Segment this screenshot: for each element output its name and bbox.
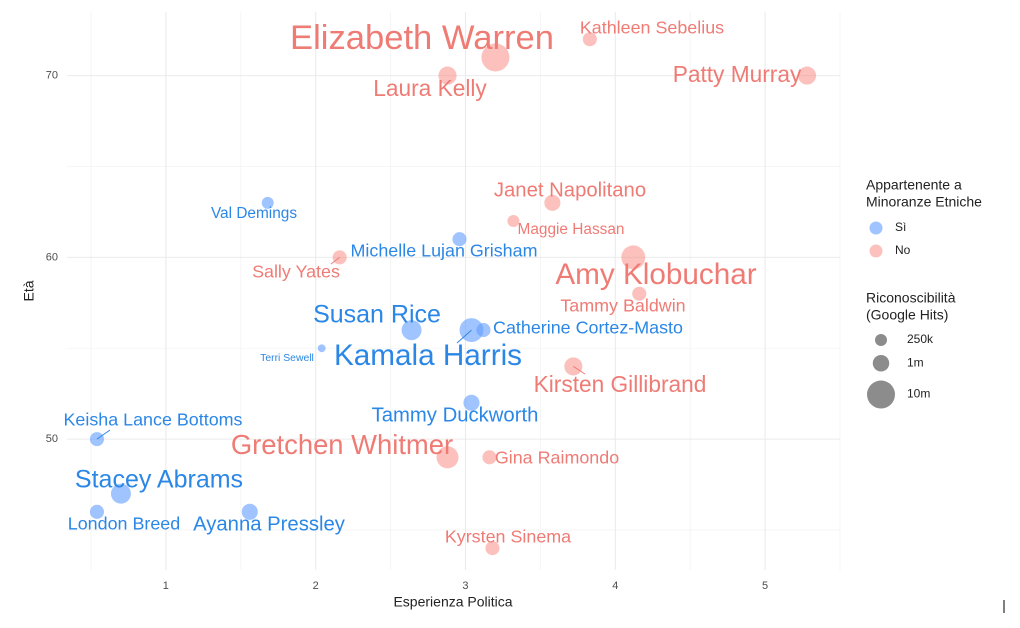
legend-title: Appartenente a [866, 177, 962, 193]
point-label: Amy Klobuchar [555, 258, 756, 291]
point [261, 196, 274, 209]
size-legend-swatch [875, 334, 887, 346]
point [797, 66, 817, 85]
point [438, 66, 457, 85]
point-label: London Breed [68, 514, 180, 534]
x-tick-label: 5 [762, 580, 768, 592]
point-label: Patty Murray [673, 61, 802, 87]
point-label: Ayanna Pressley [193, 513, 346, 535]
legend-label: Sì [895, 220, 906, 234]
x-tick-label: 4 [612, 580, 618, 592]
point-label: Stacey Abrams [75, 466, 243, 494]
point [621, 245, 646, 270]
x-tick-label: 1 [163, 580, 169, 592]
point [452, 232, 467, 247]
leader-line [96, 429, 111, 440]
legend-title: (Google Hits) [866, 307, 948, 323]
size-legend-label: 1m [907, 355, 924, 369]
point-label: Kamala Harris [334, 339, 522, 372]
point-label: Michelle Lujan Grisham [351, 241, 538, 261]
point-label: Tammy Duckworth [372, 404, 539, 426]
x-tick-label: 3 [462, 580, 468, 592]
point [436, 446, 459, 469]
point-label: Susan Rice [313, 301, 441, 329]
point-label: Catherine Cortez-Masto [493, 318, 683, 338]
point [507, 215, 520, 228]
legend-label: No [895, 243, 911, 257]
point [401, 320, 422, 341]
size-legend-label: 250k [907, 332, 934, 346]
point [89, 504, 104, 519]
legend-swatch [869, 221, 883, 235]
y-tick-label: 60 [46, 251, 58, 263]
point-label: Kathleen Sebelius [580, 18, 724, 38]
point [317, 344, 326, 353]
point [632, 286, 647, 301]
leader-line [456, 329, 472, 344]
y-axis-title: Età [21, 280, 37, 301]
size-legend-swatch [866, 380, 896, 409]
point-label: Maggie Hassan [518, 221, 625, 238]
point [241, 503, 258, 520]
point-label: Tammy Baldwin [560, 296, 685, 316]
legend-title: Minoranze Etniche [866, 194, 982, 210]
y-tick-label: 70 [46, 70, 58, 82]
legend-title: Riconoscibilità [866, 290, 956, 306]
point-label: Kirsten Gillibrand [534, 371, 707, 397]
point-label: Keisha Lance Bottoms [63, 410, 242, 430]
point-label: Janet Napolitano [494, 179, 646, 201]
leader-line [573, 366, 586, 375]
point [544, 194, 561, 211]
point-label: Val Demings [211, 205, 297, 222]
point-label: Gina Raimondo [495, 448, 619, 468]
point-label: Laura Kelly [373, 75, 487, 101]
point [564, 357, 583, 376]
leader-line [330, 256, 340, 265]
point [476, 323, 491, 338]
size-legend-swatch [872, 355, 890, 372]
point [481, 43, 510, 72]
legend-swatch [869, 244, 883, 258]
point [485, 541, 500, 556]
size-legend-label: 10m [907, 387, 930, 401]
point [463, 394, 480, 411]
point [582, 32, 597, 47]
point-label: Sally Yates [252, 262, 340, 282]
x-tick-label: 2 [313, 580, 319, 592]
point-label: Terri Sewell [260, 353, 314, 364]
point [110, 483, 131, 504]
point-label: Elizabeth Warren [290, 19, 554, 57]
point-label: Kyrsten Sinema [445, 527, 571, 547]
x-axis-title: Esperienza Politica [393, 594, 512, 610]
point [482, 450, 497, 465]
point-label: Gretchen Whitmer [231, 429, 453, 460]
y-tick-label: 50 [46, 433, 58, 445]
